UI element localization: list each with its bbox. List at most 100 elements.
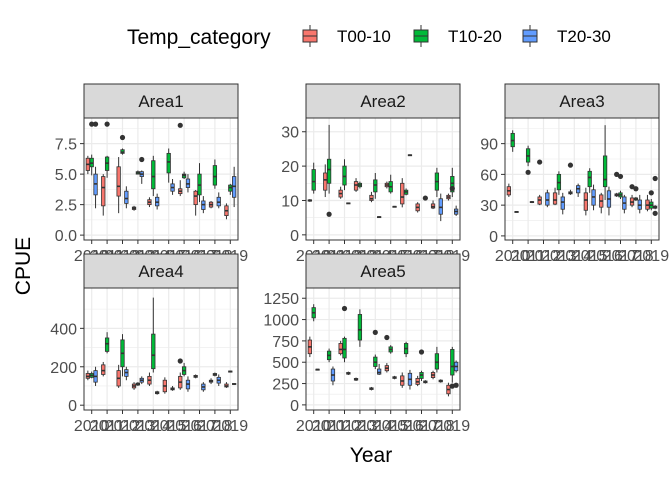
box-body: [323, 172, 328, 191]
box-2014-T00-10: [369, 191, 374, 203]
outlier-point: [525, 169, 531, 175]
outlier-point: [629, 184, 635, 190]
outlier-point: [119, 134, 126, 141]
legend-entry: T00-10: [302, 25, 391, 47]
y-tick-label: 750: [272, 334, 299, 351]
facet-panel-area5: Area502505007501000125020102011201220132…: [263, 253, 470, 435]
box-2018-T20-30: [438, 379, 443, 383]
box-2013-T00-10: [353, 377, 359, 381]
box-2011-T10-20: [326, 348, 332, 363]
box-2011-T20-30: [529, 201, 535, 204]
y-tick-label: 90: [480, 137, 498, 154]
box-body: [151, 160, 156, 190]
outlier-point: [177, 358, 183, 364]
box-2012-T20-30: [124, 366, 129, 381]
x-tick-label: 2010: [495, 248, 531, 265]
box-body: [373, 179, 378, 193]
box-2013-T10-20: [556, 171, 562, 195]
box-2013-T20-30: [139, 376, 144, 385]
facet-strip-label: Area2: [360, 92, 405, 111]
x-tick-label: 2018: [197, 418, 233, 435]
box-2017-T20-30: [201, 382, 206, 392]
x-tick-label: 2019: [634, 248, 670, 265]
box-2018-T00-10: [430, 370, 436, 380]
legend-label: T10-20: [448, 27, 502, 46]
facet-panel-area1: Area10.02.55.07.520102011201220132014201…: [55, 83, 248, 265]
outlier-point: [89, 121, 95, 127]
legend-title: Temp_category: [127, 26, 271, 49]
box-2017-T10-20: [197, 163, 202, 203]
legend-entry: T10-20: [413, 25, 502, 47]
box-body: [357, 314, 363, 341]
box-body: [377, 368, 382, 375]
box-body: [212, 165, 218, 186]
x-tick-label: 2012: [327, 418, 363, 435]
box-2017-T20-30: [423, 380, 428, 384]
box-2017-T20-30: [622, 194, 627, 214]
panel-border: [83, 117, 239, 241]
box-2016-T00-10: [177, 122, 183, 197]
box-2015-T10-20: [388, 345, 393, 354]
x-tick-label: 2018: [419, 418, 455, 435]
facet-panel-area4: Area4 0 200 400 2010201120122013201420152016…: [50, 253, 248, 435]
outlier-point: [633, 186, 639, 192]
box-2013-T20-30: [139, 156, 145, 184]
facet-strip-label: Area3: [559, 92, 604, 111]
facet-strip-label: Area1: [138, 92, 183, 111]
outlier-point: [652, 175, 658, 182]
x-tick-label: 2013: [342, 418, 378, 435]
outlier-point: [614, 171, 620, 177]
box-2010-T10-20: [510, 130, 515, 152]
box-2013-T10-20: [135, 382, 141, 386]
box-2012-T20-30: [545, 189, 550, 208]
x-tick-label: 2011: [312, 418, 347, 435]
box-2016-T20-30: [407, 154, 413, 157]
box-2017-T00-10: [614, 171, 620, 197]
box-body: [124, 190, 129, 204]
box-2016-T00-10: [400, 372, 405, 388]
box-body: [116, 166, 121, 197]
box-body: [602, 155, 608, 188]
box-2010-T20-30: [93, 366, 98, 386]
y-tick-label: 500: [272, 355, 299, 372]
box-2010-T00-10: [307, 336, 312, 358]
box-2014-T10-20: [373, 172, 378, 199]
legend-label: T00-10: [337, 27, 391, 46]
box-2014-T20-30: [576, 183, 581, 197]
y-tick-label: 1000: [263, 313, 299, 330]
box-body: [104, 337, 110, 352]
y-tick-label: 20: [281, 159, 299, 176]
box-2011-T00-10: [101, 174, 106, 216]
box-body: [166, 152, 171, 174]
box-body: [400, 182, 405, 205]
panel-border: [83, 287, 239, 411]
box-2012-T20-30: [124, 186, 129, 209]
box-2011-T10-20: [104, 332, 110, 354]
y-tick-label: 0.0: [55, 228, 77, 245]
box-body: [342, 337, 347, 359]
outlier-point: [648, 190, 654, 196]
box-2018-T00-10: [208, 200, 214, 209]
box-2012-T20-30: [346, 202, 351, 205]
box-2018-T00-10: [629, 184, 635, 208]
facet-strip: [83, 253, 239, 289]
box-2012-T00-10: [338, 186, 343, 199]
box-2019-T10-20: [449, 167, 455, 198]
y-tick-label: 7.5: [55, 137, 77, 154]
x-tick-label: 2012: [526, 248, 562, 265]
box-2014-T00-10: [369, 386, 374, 391]
facet-strip: [305, 253, 461, 289]
y-tick-label: 30: [480, 198, 498, 215]
box-2016-T20-30: [407, 369, 413, 390]
y-tick-label: 200: [50, 360, 77, 377]
x-tick-label: 2016: [166, 418, 202, 435]
facet-strip: [504, 83, 660, 119]
y-tick-label: 250: [272, 377, 299, 394]
box-2015-T10-20: [587, 168, 592, 193]
box-body: [545, 192, 550, 206]
box-2013-T00-10: [131, 205, 137, 211]
box-body: [438, 198, 443, 215]
facet-strip: [83, 83, 239, 119]
